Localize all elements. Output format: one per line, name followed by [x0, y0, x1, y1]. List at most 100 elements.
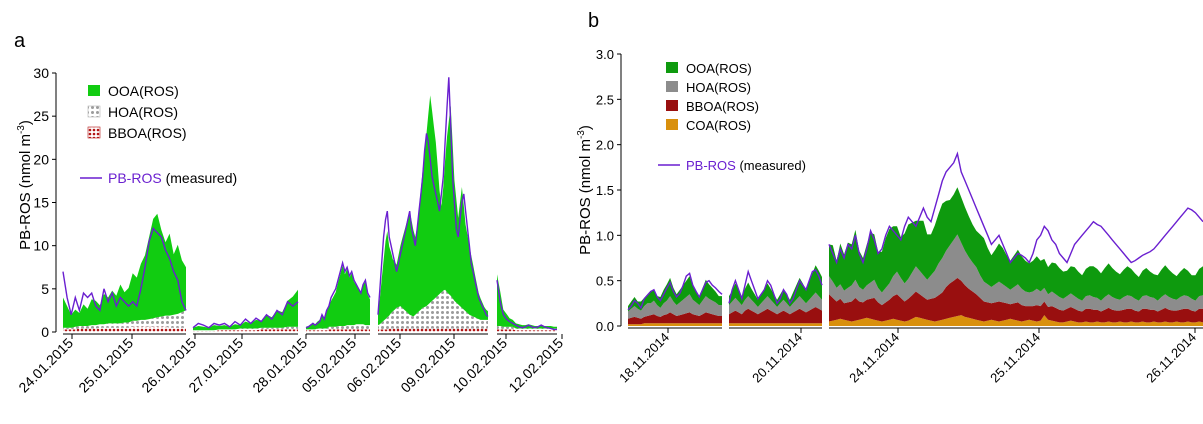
y-tick-label: 15 — [33, 195, 49, 211]
legend-label-hoaros: HOA(ROS) — [686, 80, 751, 95]
stacked-areas — [63, 95, 557, 332]
area-coaros-seg2 — [829, 315, 1203, 326]
area-bboaros-seg1 — [193, 329, 298, 332]
x-tick-label: 09.02.2015 — [397, 335, 458, 396]
svg-text:PB-ROS (nmol m-3): PB-ROS (nmol m-3) — [576, 125, 594, 255]
y-tick-label: 0.0 — [596, 319, 614, 334]
y-axis-label-superscript: -3 — [576, 130, 587, 139]
area-ooaros-seg2 — [829, 187, 1203, 301]
x-axis: 24.01.2015 25.01.2015 26.01.201527.01.2015… — [15, 333, 566, 396]
legend-label-ooaros: OOA(ROS) — [108, 83, 179, 99]
legend-label-bboaros: BBOA(ROS) — [686, 99, 759, 114]
area-hoaros-seg3 — [378, 289, 488, 330]
measured-line-seg2 — [828, 151, 1203, 265]
y-tick-label: 0 — [41, 324, 49, 340]
area-hoaros-seg2 — [829, 234, 1203, 312]
measured-line-seg1 — [192, 300, 299, 329]
legend-label-hoaros: HOA(ROS) — [108, 104, 178, 120]
x-tick-label: 24.11.2014 — [846, 330, 902, 386]
legend-label-colored: PB-ROS — [686, 158, 736, 173]
area-bboaros-seg3 — [378, 328, 488, 332]
y-axis-label: PB-ROS (nmol m-3) — [16, 120, 34, 250]
x-tick-label: 20.11.2014 — [749, 330, 805, 386]
y-tick-label: 30 — [33, 65, 49, 81]
y-axis: 0 5 10 15 20 25 30 — [33, 65, 57, 340]
legend-a: OOA(ROS) HOA(ROS) BBOA(ROS) PB-ROS (measure… — [80, 83, 237, 186]
legend-label-colored: PB-ROS — [108, 170, 162, 186]
panel-letter-b: b — [588, 10, 599, 32]
x-tick-label: 26.11.2014 — [1143, 330, 1199, 386]
area-bboaros-seg2 — [306, 329, 370, 332]
area-hoaros-seg2 — [306, 324, 370, 331]
legend-label-measured: PB-ROS (measured) — [108, 170, 237, 186]
y-axis-label: PB-ROS (nmol m-3) — [576, 125, 594, 255]
y-axis-label-close: ) — [577, 125, 594, 130]
area-ooaros-seg1 — [193, 289, 298, 331]
area-coaros-seg0 — [628, 323, 722, 326]
y-tick-label: 25 — [33, 108, 49, 124]
x-tick-label: 12.02.2015 — [505, 335, 566, 396]
y-tick-label: 3.0 — [596, 47, 614, 62]
measured-line-seg0 — [62, 227, 187, 315]
area-bboaros-seg4 — [497, 329, 557, 332]
legend-swatch-hoaros — [87, 105, 101, 118]
legend-label-rest: (measured) — [162, 170, 237, 186]
x-tick-label: 25.11.2014 — [987, 330, 1043, 386]
legend-b: OOA(ROS) HOA(ROS) BBOA(ROS) COA(ROS) PB-ROS … — [658, 61, 806, 173]
area-hoaros-seg0 — [63, 310, 186, 330]
area-bboaros-seg1 — [729, 307, 822, 324]
legend-swatch-ooaros — [88, 85, 100, 96]
area-ooaros-seg1 — [729, 265, 822, 307]
area-coaros-seg1 — [729, 323, 822, 326]
area-ooaros-seg3 — [378, 95, 488, 326]
y-axis-label-superscript: -3 — [16, 125, 27, 134]
area-hoaros-seg4 — [497, 326, 557, 331]
measured-line-seg0 — [627, 272, 723, 311]
x-tick-label: 24.01.2015 — [15, 335, 76, 396]
measured-line-seg2 — [305, 260, 371, 329]
legend-label-rest: (measured) — [736, 158, 806, 173]
y-tick-label: 1.0 — [596, 228, 614, 243]
legend-label-coaros: COA(ROS) — [686, 118, 751, 133]
measured-lines — [627, 151, 1203, 311]
legend-label-measured: PB-ROS (measured) — [686, 158, 806, 173]
legend-swatch-bboaros — [87, 126, 101, 139]
x-tick-label: 18.11.2014 — [616, 330, 672, 386]
panel-b: b PB-ROS (nmol m-3) 0.0 0.5 1.0 1.5 2.0 2.5 3.… — [576, 10, 1203, 385]
measured-line-seg1 — [728, 268, 823, 305]
y-tick-label: 10 — [33, 238, 49, 254]
legend-label-ooaros: OOA(ROS) — [686, 61, 752, 76]
legend-swatch-bboaros — [666, 100, 678, 111]
legend-swatch-ooaros — [666, 62, 678, 73]
y-tick-label: 1.5 — [596, 183, 614, 198]
area-bboaros-seg2 — [829, 277, 1203, 323]
panel-letter-a: a — [14, 30, 26, 52]
area-hoaros-seg1 — [729, 292, 822, 315]
measured-line-seg3 — [377, 77, 489, 318]
y-tick-label: 5 — [41, 281, 49, 297]
y-tick-label: 2.5 — [596, 92, 614, 107]
y-tick-label: 20 — [33, 151, 49, 167]
legend-swatch-coaros — [666, 119, 678, 130]
stacked-areas — [628, 187, 1203, 326]
y-axis-label-close: ) — [17, 120, 34, 125]
y-axis-label-text: PB-ROS (nmol m — [577, 139, 594, 255]
y-axis-label-text: PB-ROS (nmol m — [17, 134, 34, 250]
x-tick-label: 10.02.2015 — [449, 335, 510, 396]
area-bboaros-seg0 — [63, 326, 186, 332]
area-hoaros-seg0 — [628, 294, 722, 319]
area-ooaros-seg2 — [306, 265, 370, 330]
area-ooaros-seg4 — [497, 274, 557, 329]
area-ooaros-seg0 — [63, 213, 186, 328]
area-bboaros-seg0 — [628, 312, 722, 325]
y-axis: 0.0 0.5 1.0 1.5 2.0 2.5 3.0 — [596, 47, 622, 334]
y-tick-label: 2.0 — [596, 138, 614, 153]
legend-label-bboaros: BBOA(ROS) — [108, 125, 187, 141]
measured-line-seg4 — [496, 280, 557, 331]
x-tick-label: 25.01.2015 — [75, 335, 136, 396]
area-hoaros-seg1 — [193, 326, 298, 332]
svg-text:PB-ROS (nmol m-3): PB-ROS (nmol m-3) — [16, 120, 34, 250]
legend-swatch-hoaros — [666, 81, 678, 92]
y-tick-label: 0.5 — [596, 274, 614, 289]
